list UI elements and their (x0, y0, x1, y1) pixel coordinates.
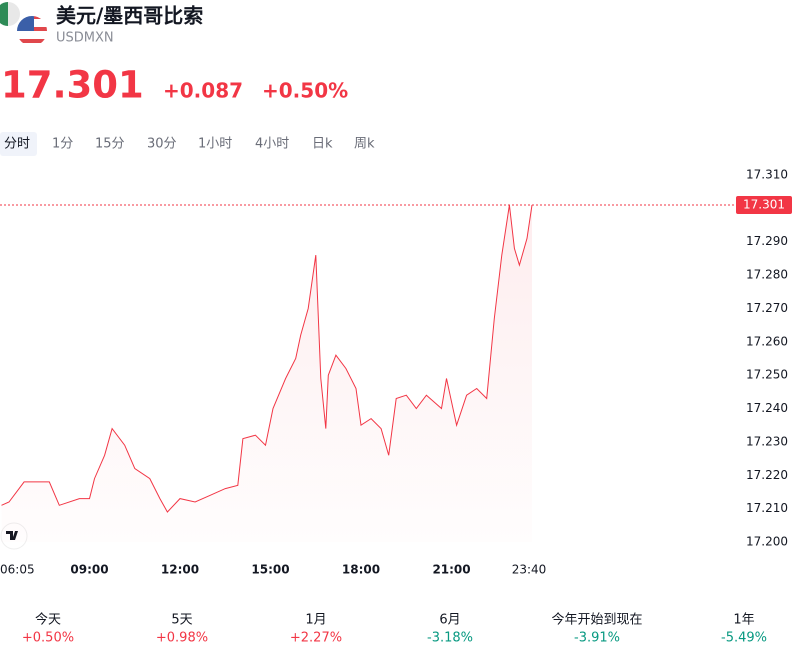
tab-selected-bg (0, 132, 37, 156)
y-tick-label: 17.240 (746, 401, 788, 415)
period-label: 6月 (439, 613, 460, 628)
y-tick-label: 17.210 (746, 501, 788, 515)
tab[interactable]: 1分 (52, 137, 73, 152)
tab[interactable]: 日k (312, 137, 333, 152)
period-change: -3.91% (574, 631, 620, 646)
change: +0.087 (163, 79, 243, 103)
y-tick-label: 17.280 (746, 268, 788, 282)
x-tick-label: 09:00 (70, 563, 108, 577)
period-label: 1月 (305, 613, 326, 628)
price: 17.301 (1, 64, 144, 107)
y-tick-label: 17.260 (746, 334, 788, 348)
tab[interactable]: 4小时 (255, 137, 289, 152)
x-tick-label: 23:40 (512, 563, 547, 577)
y-tick-label: 17.290 (746, 234, 788, 248)
y-tick-label: 17.200 (746, 535, 788, 549)
x-tick-label: 18:00 (342, 563, 380, 577)
tab[interactable]: 15分 (95, 137, 125, 152)
x-tick-label: 15:00 (251, 563, 289, 577)
change-percent: +0.50% (262, 79, 348, 103)
period-change: +0.98% (156, 631, 208, 646)
y-tick-label: 17.220 (746, 468, 788, 482)
tab[interactable]: 1小时 (198, 137, 232, 152)
x-tick-label: 06:05 (0, 563, 35, 577)
x-tick-label: 21:00 (432, 563, 470, 577)
period-label: 今天 (35, 612, 61, 628)
period-label: 今年开始到现在 (551, 612, 642, 628)
tab[interactable]: 周k (354, 137, 375, 152)
y-tick-label: 17.230 (746, 434, 788, 448)
area (1, 205, 532, 542)
x-tick-label: 12:00 (161, 563, 199, 577)
period-label: 1年 (733, 613, 754, 628)
flag-icons (0, 2, 49, 48)
period-change: -3.18% (427, 631, 473, 646)
last-price-badge (736, 196, 792, 215)
y-tick-label: 17.270 (746, 301, 788, 315)
period-change: -5.49% (721, 631, 767, 646)
period-label: 5天 (171, 613, 192, 628)
last-price-label: 17.301 (743, 198, 785, 212)
y-tick-label: 17.310 (746, 168, 788, 182)
period-change: +2.27% (290, 631, 342, 646)
symbol: USDMXN (56, 31, 114, 46)
price-line (1, 204, 533, 513)
tab[interactable]: 30分 (147, 137, 177, 152)
period-change: +0.50% (22, 631, 74, 646)
y-tick-label: 17.250 (746, 368, 788, 382)
tab[interactable]: 分时 (4, 137, 30, 152)
title: 美元/墨西哥比索 (56, 4, 203, 28)
